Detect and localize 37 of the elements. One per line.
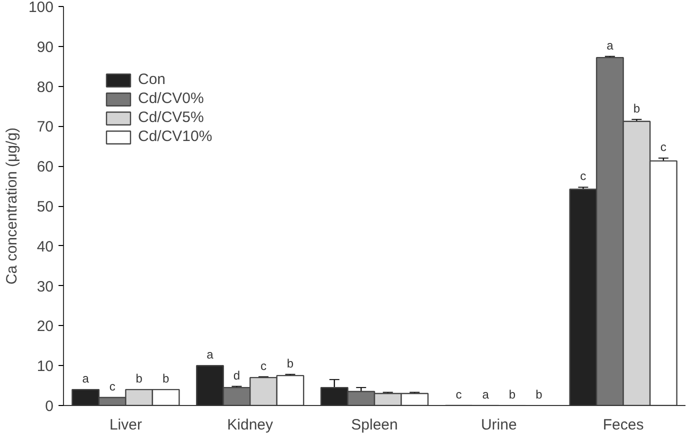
y-tick-label: 100: [28, 0, 54, 16]
y-tick-label: 50: [36, 198, 54, 216]
y-tick-label: 10: [36, 358, 54, 376]
data-label: a: [82, 372, 90, 386]
data-label: a: [206, 348, 214, 362]
data-label: c: [660, 140, 666, 154]
data-label: b: [162, 372, 170, 386]
y-axis-title: Ca concentration (μg/g): [3, 127, 20, 285]
y-tick-label: 90: [36, 38, 54, 56]
y-tick-label: 60: [36, 158, 54, 176]
legend-label: Cd/CV0%: [138, 90, 204, 107]
legend-label: Cd/CV10%: [138, 128, 212, 145]
legend-label: Cd/CV5%: [138, 109, 204, 126]
data-label: c: [260, 358, 266, 373]
data-label: b: [633, 101, 640, 116]
data-label: b: [508, 388, 516, 402]
data-label: a: [482, 388, 490, 402]
x-tick-label: Spleen: [351, 416, 398, 434]
y-tick-label: 70: [36, 118, 54, 136]
data-label: b: [286, 356, 294, 370]
y-tick-label: 30: [36, 278, 54, 296]
x-tick-label: Liver: [109, 416, 142, 434]
y-tick-label: 20: [36, 318, 54, 336]
y-tick-label: 80: [36, 78, 54, 96]
data-label: b: [136, 372, 143, 386]
legend-label: Con: [138, 71, 166, 88]
data-label: a: [606, 38, 614, 52]
data-label: c: [109, 380, 116, 394]
data-label: d: [233, 368, 240, 382]
data-label: c: [580, 169, 586, 184]
y-tick-label: 0: [45, 398, 54, 415]
x-tick-label: Feces: [602, 416, 644, 434]
data-label: c: [456, 388, 462, 402]
x-tick-label: Kidney: [227, 416, 274, 434]
data-label: b: [536, 388, 543, 402]
y-tick-label: 40: [36, 238, 54, 256]
x-tick-label: Urine: [480, 416, 517, 434]
